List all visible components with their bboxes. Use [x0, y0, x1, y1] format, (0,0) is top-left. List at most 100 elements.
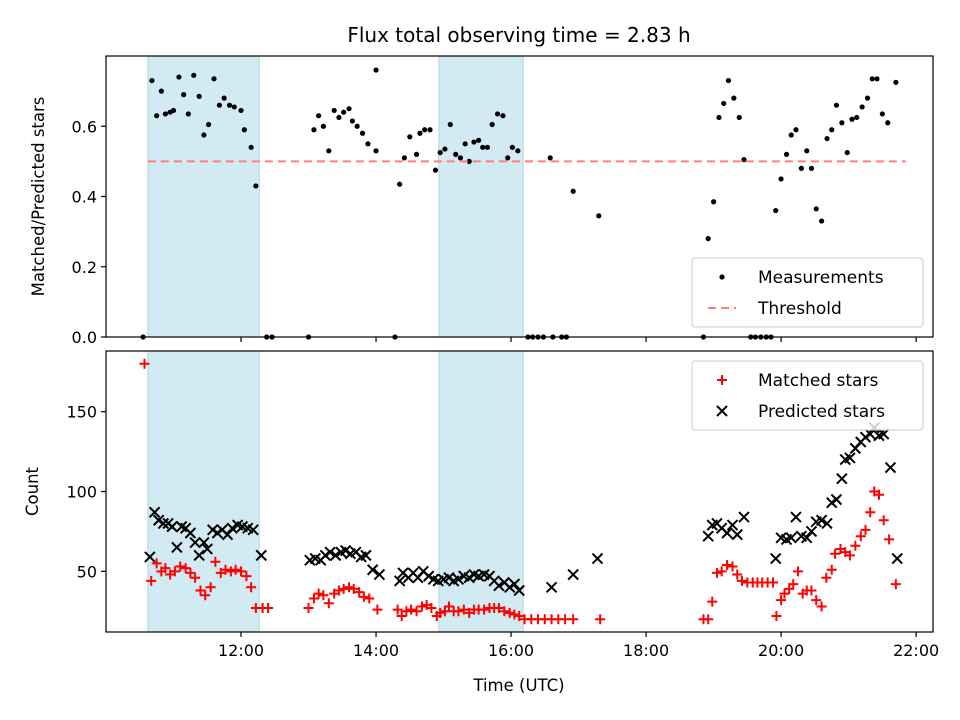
data-point-1-17 — [221, 528, 234, 541]
data-point-0-58 — [480, 144, 486, 150]
data-point-0-18 — [231, 104, 237, 110]
data-point-0-39 — [373, 67, 379, 73]
data-point-0-48 — [432, 167, 439, 173]
data-point-0-0 — [139, 358, 150, 369]
y-tick-label: 0.6 — [72, 117, 97, 136]
data-point-0-60 — [489, 121, 495, 128]
data-point-0-48 — [435, 607, 446, 618]
data-point-0-46 — [426, 603, 437, 614]
legend-marker — [719, 274, 725, 280]
data-point-1-1 — [148, 506, 161, 518]
data-point-1-73 — [738, 511, 750, 523]
x-tick-label: 20:00 — [758, 641, 804, 660]
data-point-0-80 — [721, 100, 727, 107]
data-point-0-46 — [422, 127, 428, 133]
data-point-0-31 — [333, 585, 344, 596]
data-point-0-38 — [372, 604, 383, 615]
data-point-0-17 — [226, 102, 233, 108]
shaded-interval-0 — [147, 350, 260, 633]
data-point-0-29 — [323, 598, 334, 609]
data-point-0-38 — [373, 148, 379, 154]
data-point-0-112 — [885, 120, 891, 126]
data-point-0-19 — [238, 107, 244, 114]
data-point-0-112 — [878, 515, 889, 526]
data-point-0-81 — [732, 569, 743, 580]
data-point-0-108 — [860, 524, 871, 535]
chart-title: Flux total observing time = 2.83 h — [347, 23, 690, 47]
data-point-1-50 — [452, 573, 465, 586]
data-point-0-111 — [873, 489, 884, 500]
data-point-0-15 — [216, 102, 223, 108]
data-point-0-90 — [773, 207, 779, 214]
data-point-0-24 — [263, 603, 274, 614]
data-point-0-56 — [471, 139, 477, 145]
y-tick-label: 100 — [66, 483, 97, 502]
data-point-0-57 — [479, 604, 490, 615]
data-point-0-20 — [241, 127, 247, 133]
legend-label: Threshold — [757, 299, 842, 319]
data-point-0-108 — [864, 95, 871, 101]
data-point-0-33 — [344, 582, 355, 593]
data-point-0-110 — [874, 76, 880, 82]
data-point-0-2 — [151, 558, 162, 569]
data-point-0-3 — [158, 88, 164, 94]
data-point-0-50 — [442, 146, 448, 152]
y-tick-label: 50 — [77, 562, 97, 581]
data-point-0-34 — [348, 583, 359, 594]
legend-box — [691, 257, 924, 328]
data-point-0-47 — [427, 127, 433, 133]
y-tick-label: 150 — [66, 403, 97, 422]
data-point-0-16 — [220, 564, 231, 575]
data-point-0-34 — [349, 118, 356, 124]
data-point-0-105 — [844, 550, 855, 561]
data-point-1-71 — [726, 519, 739, 531]
data-point-0-10 — [190, 572, 201, 583]
data-point-0-14 — [210, 556, 221, 567]
data-point-1-3 — [157, 517, 170, 530]
data-point-0-106 — [850, 540, 861, 551]
data-point-1-70 — [721, 527, 733, 539]
data-point-0-96 — [804, 148, 810, 154]
y-axis-title: Matched/Predicted stars — [29, 97, 48, 297]
y-axis-title: Count — [23, 466, 42, 516]
data-point-0-102 — [833, 102, 840, 108]
data-point-0-42 — [406, 604, 417, 615]
data-point-0-43 — [411, 606, 422, 617]
data-point-0-73 — [595, 614, 606, 625]
data-point-0-12 — [200, 590, 211, 601]
data-point-0-1 — [146, 575, 157, 586]
data-point-1-35 — [360, 549, 372, 562]
data-point-0-27 — [316, 113, 322, 119]
legend-marker — [716, 405, 728, 417]
data-point-0-93 — [788, 132, 794, 138]
data-point-0-77 — [705, 236, 711, 242]
data-point-0-92 — [783, 151, 790, 157]
data-point-0-80 — [727, 561, 738, 572]
data-point-0-79 — [722, 559, 733, 570]
shaded-interval-1 — [438, 55, 524, 338]
data-point-0-1 — [149, 77, 155, 84]
data-point-1-62 — [513, 584, 525, 597]
data-point-0-8 — [180, 563, 191, 574]
data-point-0-97 — [806, 585, 817, 596]
data-point-0-84 — [741, 157, 747, 163]
data-point-1-72 — [731, 528, 743, 541]
data-point-0-43 — [407, 134, 413, 140]
data-point-0-91 — [779, 588, 790, 599]
data-point-0-41 — [401, 606, 412, 617]
data-point-0-4 — [160, 563, 171, 574]
data-point-0-99 — [816, 601, 827, 612]
data-point-1-36 — [366, 564, 379, 576]
x-tick-label: 18:00 — [623, 641, 669, 660]
data-point-0-60 — [493, 603, 504, 614]
data-point-0-14 — [211, 76, 217, 82]
data-point-1-89 — [844, 452, 856, 464]
data-point-0-33 — [346, 106, 352, 112]
data-point-0-11 — [195, 585, 206, 596]
data-point-0-113 — [893, 79, 899, 85]
data-point-0-82 — [736, 575, 747, 586]
data-point-0-98 — [813, 206, 819, 212]
data-point-1-87 — [836, 473, 848, 485]
legend: Matched stars Predicted stars — [691, 360, 924, 431]
